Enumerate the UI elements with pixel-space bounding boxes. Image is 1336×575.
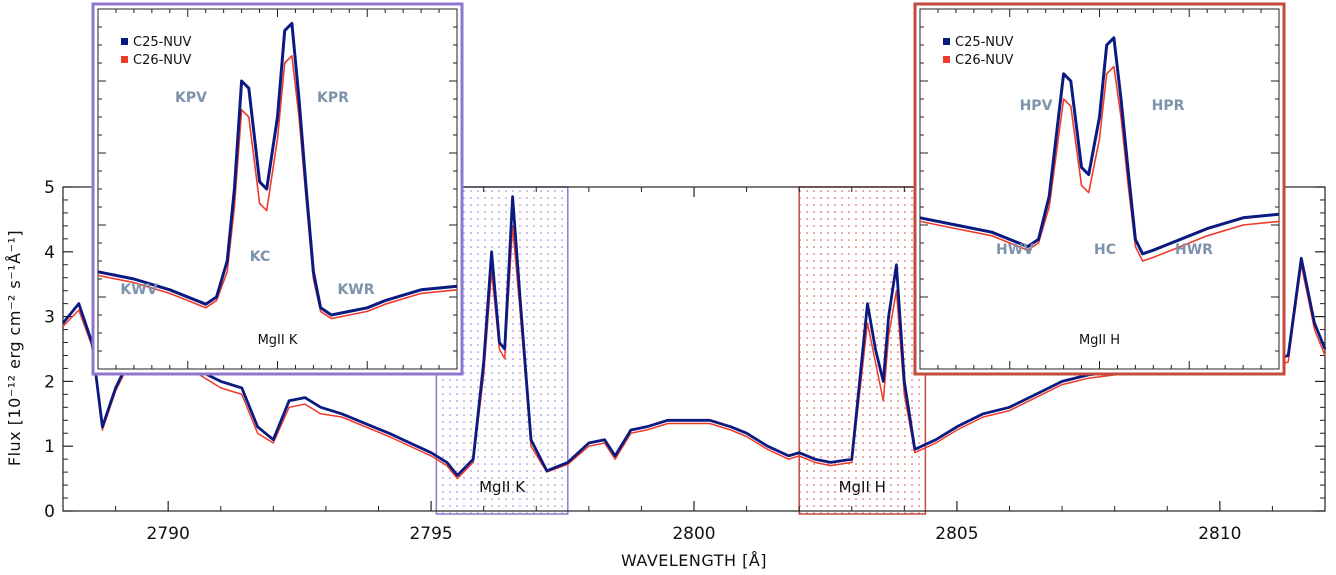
x-tick-label: 2810	[1198, 524, 1241, 544]
inset-caption: MgII K	[258, 333, 298, 348]
legend-label-c26-nuv: C26-NUV	[133, 53, 192, 68]
series-line-c26-nuv	[62, 225, 1326, 480]
legend-marker-c25-nuv	[943, 38, 950, 45]
y-tick-label: 1	[44, 437, 55, 457]
y-axis-title: Flux [10⁻¹² erg cm⁻² s⁻¹Å⁻¹]	[5, 230, 24, 466]
y-tick-label: 4	[44, 243, 55, 263]
legend-label-c25-nuv: C25-NUV	[955, 35, 1014, 50]
legend-label-c26-nuv: C26-NUV	[955, 53, 1014, 68]
series-line-c25-nuv	[61, 195, 1327, 477]
x-tick-label: 2795	[409, 524, 452, 544]
inset-series-c26-nuv	[97, 55, 458, 320]
main-plot-area: MgII K MgII H	[61, 186, 1327, 515]
y-tick-label: 2	[44, 372, 55, 392]
shaded-region-label-0: MgII K	[479, 478, 526, 496]
inset-frame	[913, 2, 1286, 376]
feature-label-hpr: HPR	[1152, 98, 1185, 114]
x-tick-label: 2790	[147, 524, 190, 544]
feature-label-hc: HC	[1094, 242, 1116, 258]
feature-label-kc: KC	[250, 249, 271, 265]
inset-series-c25-nuv	[919, 36, 1280, 256]
legend-marker-c26-nuv	[121, 56, 128, 63]
feature-label-kpv: KPV	[175, 90, 207, 106]
feature-label-kpr: KPR	[317, 90, 349, 106]
legend-marker-c26-nuv	[943, 56, 950, 63]
feature-label-hwr: HWR	[1175, 242, 1213, 258]
y-tick-label: 5	[44, 178, 55, 198]
y-tick-label: 3	[44, 308, 55, 328]
x-axis-title: WAVELENGTH [Å]	[621, 551, 767, 570]
inset-mgii-k: C25-NUV C26-NUV KPV KPR KC KWV KWR MgII K	[91, 2, 464, 376]
y-tick-label: 0	[44, 502, 55, 522]
shaded-region-label-1: MgII H	[839, 478, 886, 496]
inset-frame	[91, 2, 464, 376]
feature-label-kwv: KWV	[120, 282, 157, 298]
inset-mgii-h: C25-NUV C26-NUV HPV HPR HC HWV HWR MgII H	[913, 2, 1286, 376]
feature-label-hpv: HPV	[1020, 98, 1053, 114]
inset-series-c26-nuv	[919, 65, 1280, 262]
x-tick-label: 2800	[672, 524, 715, 544]
x-tick-label: 2805	[935, 524, 978, 544]
inset-caption: MgII H	[1079, 333, 1120, 348]
feature-label-hwv: HWV	[996, 242, 1034, 258]
legend-marker-c25-nuv	[121, 38, 128, 45]
feature-label-kwr: KWR	[337, 282, 374, 298]
axis-labels: 2790 2795 2800 2805 2810 0 1 2 3 4 5	[44, 178, 1241, 544]
legend-label-c25-nuv: C25-NUV	[133, 35, 192, 50]
inset-series-c25-nuv	[97, 21, 458, 317]
